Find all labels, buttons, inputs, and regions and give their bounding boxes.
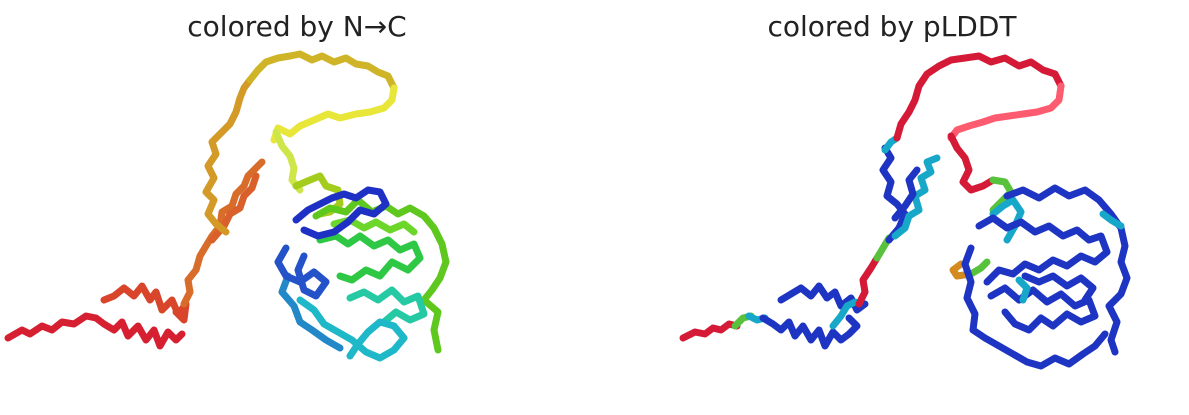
panel-title: colored by N→C [187,10,407,43]
segment [855,254,881,308]
panel-nc: colored by N→C [0,0,594,415]
segment [278,272,344,352]
segment [1099,210,1125,230]
segment [1015,276,1031,304]
segment [296,296,408,362]
segment [947,82,1065,142]
panel-title: colored by pLDDT [767,10,1017,43]
segment [100,282,190,324]
segment [759,314,861,350]
segment [4,312,186,350]
segment [272,128,304,194]
segment [947,132,997,194]
segment [967,258,991,278]
panel-plddt: colored by pLDDT [595,0,1189,415]
segment [987,284,1099,334]
segment [246,50,398,92]
segment [292,186,390,240]
segment [312,196,450,354]
segment [1021,272,1097,304]
segment [975,214,1111,286]
segment [891,166,921,222]
segment [270,84,398,144]
segment [893,52,1065,142]
segment [316,232,424,284]
segment [202,76,254,236]
segment [679,320,741,342]
protein-structure-plddt [679,52,1131,370]
segment [891,154,941,240]
protein-structure-nc [4,50,450,362]
segment [346,286,428,326]
segment [949,260,975,280]
segment [274,244,330,300]
segment [829,298,859,330]
segment [961,244,1109,370]
segment [879,144,909,244]
